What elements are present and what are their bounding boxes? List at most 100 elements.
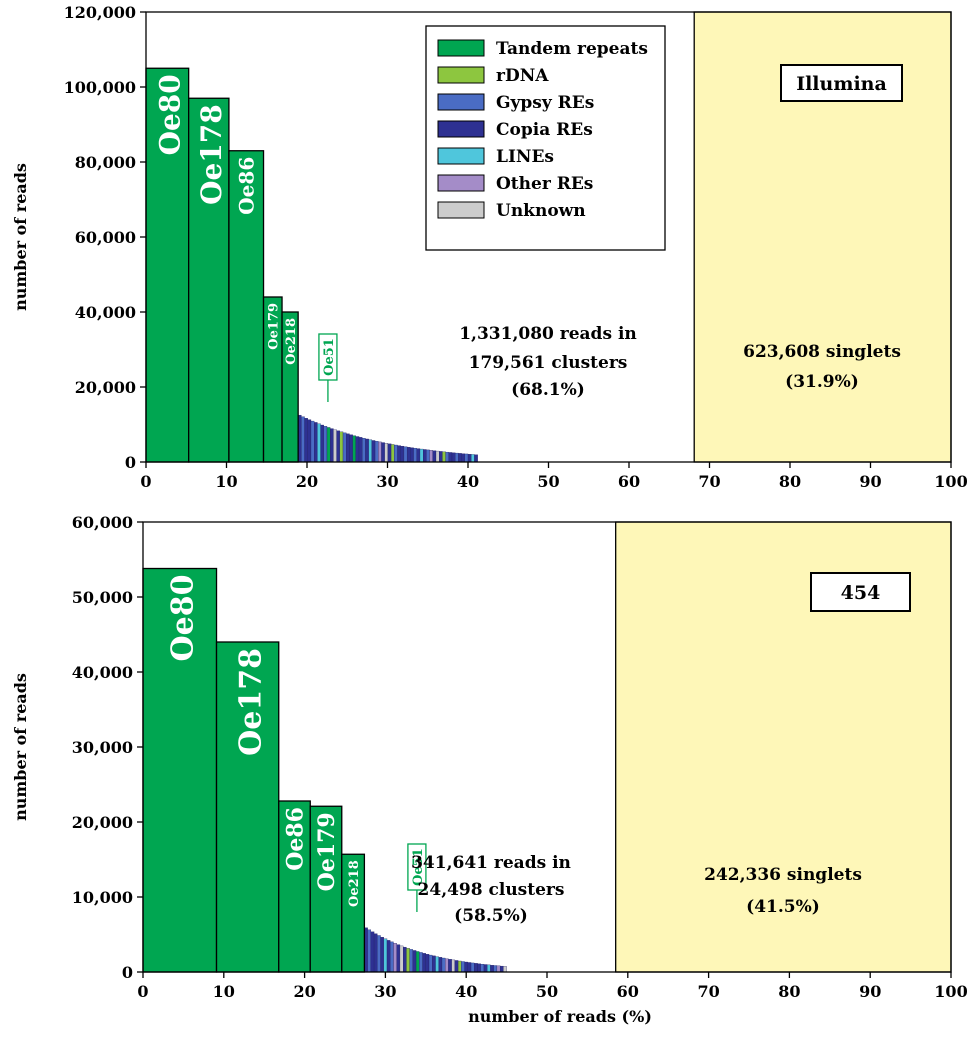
cluster-bar bbox=[425, 954, 430, 973]
bar-label: Oe80 bbox=[153, 74, 186, 155]
cluster-bar bbox=[477, 963, 481, 973]
singlets-annotation: 623,608 singlets bbox=[743, 342, 901, 362]
cluster-bar-oe178 bbox=[215, 641, 280, 973]
cluster-bar bbox=[387, 443, 392, 463]
cluster-bar bbox=[400, 445, 405, 463]
cluster-bar bbox=[474, 454, 478, 463]
platform-badge-label: Illumina bbox=[796, 73, 887, 95]
cluster-bar bbox=[349, 434, 353, 463]
legend-label: Copia REs bbox=[496, 120, 593, 140]
x-tick-label: 80 bbox=[779, 472, 801, 491]
y-tick-label: 50,000 bbox=[72, 588, 133, 607]
cluster-bar bbox=[314, 422, 318, 463]
cluster-bar bbox=[470, 962, 475, 973]
cluster-bar bbox=[409, 949, 414, 973]
cluster-bar bbox=[410, 447, 414, 463]
cluster-bar bbox=[374, 441, 379, 463]
cluster-bar bbox=[435, 450, 440, 463]
clusters-annotation: 1,331,080 reads in bbox=[459, 324, 637, 344]
cluster-bar bbox=[384, 443, 389, 463]
x-tick-label: 50 bbox=[537, 472, 559, 491]
x-tick-label: 60 bbox=[617, 982, 639, 1001]
bar-label: Oe178 bbox=[195, 104, 228, 205]
y-tick-label: 30,000 bbox=[72, 738, 133, 757]
legend-swatch bbox=[437, 147, 485, 165]
cluster-bar bbox=[323, 426, 328, 463]
cluster-bar bbox=[438, 957, 443, 973]
x-tick-label: 0 bbox=[140, 472, 151, 491]
platform-badge bbox=[780, 64, 903, 102]
x-axis-title: number of reads (%) bbox=[468, 1007, 652, 1026]
cluster-bar bbox=[422, 953, 426, 973]
cluster-bar bbox=[365, 438, 369, 463]
cluster-bar bbox=[487, 964, 491, 973]
x-tick-label: 100 bbox=[934, 472, 967, 491]
cluster-bar bbox=[419, 448, 424, 463]
platform-badge-label: 454 bbox=[841, 582, 881, 604]
cluster-bar-oe179 bbox=[309, 805, 343, 973]
cluster-bar bbox=[442, 451, 446, 463]
y-axis-title: number of reads bbox=[11, 163, 30, 311]
cluster-bar bbox=[467, 454, 472, 463]
cluster-bar bbox=[471, 454, 475, 463]
cluster-bar bbox=[439, 451, 443, 463]
cluster-bar bbox=[326, 427, 331, 463]
cluster-bar bbox=[464, 453, 469, 463]
cluster-bar bbox=[346, 433, 350, 463]
cluster-bar bbox=[383, 938, 388, 973]
x-tick-label: 10 bbox=[213, 982, 235, 1001]
y-axis-title: number of reads bbox=[11, 673, 30, 821]
platform-badge bbox=[810, 572, 911, 612]
cluster-bar bbox=[412, 950, 417, 973]
legend-swatch bbox=[437, 201, 485, 219]
cluster-bar bbox=[386, 940, 391, 973]
cluster-bar bbox=[310, 420, 315, 463]
y-tick-label: 120,000 bbox=[64, 3, 136, 22]
x-tick-label: 30 bbox=[374, 982, 396, 1001]
cluster-bar bbox=[426, 449, 430, 463]
clusters-annotation: (58.5%) bbox=[454, 906, 528, 926]
cluster-bar bbox=[432, 955, 436, 973]
cluster-bar bbox=[330, 428, 334, 463]
cluster-bar bbox=[368, 439, 373, 463]
cluster-bar bbox=[336, 430, 340, 463]
cluster-bar bbox=[352, 435, 356, 463]
cluster-bar bbox=[428, 954, 433, 973]
cluster-bar bbox=[367, 929, 372, 973]
cluster-bar bbox=[419, 952, 423, 973]
cluster-bar bbox=[474, 963, 478, 973]
legend-swatch bbox=[437, 120, 485, 138]
x-tick-label: 70 bbox=[697, 982, 719, 1001]
x-tick-label: 90 bbox=[859, 472, 881, 491]
clusters-annotation: 24,498 clusters bbox=[418, 880, 565, 900]
legend-label: rDNA bbox=[496, 66, 549, 86]
cluster-bar bbox=[499, 965, 504, 973]
cluster-bar bbox=[493, 965, 498, 973]
chart-illumina: Oe80 Oe178 Oe86 Oe179 Oe218 Oe51 0 10 20 30 40 50 60… bbox=[11, 3, 968, 491]
legend-swatch bbox=[437, 39, 485, 57]
cluster-bar bbox=[435, 956, 439, 973]
x-tick-label: 90 bbox=[859, 982, 881, 1001]
y-tick-label: 0 bbox=[125, 453, 136, 472]
legend-swatch bbox=[437, 66, 485, 84]
cluster-bar bbox=[445, 451, 449, 463]
cluster-bar bbox=[304, 418, 308, 463]
legend-label: Tandem repeats bbox=[496, 39, 648, 59]
cluster-bar bbox=[371, 440, 376, 463]
cluster-bar bbox=[381, 442, 385, 463]
cluster-bar bbox=[441, 957, 446, 973]
cluster-bar bbox=[467, 962, 472, 973]
x-tick-label: 30 bbox=[376, 472, 398, 491]
cluster-bar bbox=[461, 453, 465, 463]
cluster-bar bbox=[451, 452, 456, 463]
cluster-bar bbox=[397, 445, 401, 463]
cluster-bar bbox=[307, 419, 312, 463]
y-tick-label: 80,000 bbox=[75, 153, 136, 172]
x-tick-label: 20 bbox=[296, 472, 318, 491]
clusters-annotation: (68.1%) bbox=[511, 380, 585, 400]
cluster-bar bbox=[358, 437, 363, 463]
cluster-bar bbox=[396, 944, 401, 973]
cluster-bar bbox=[454, 960, 459, 973]
cluster-bar bbox=[342, 432, 347, 463]
legend-swatch bbox=[437, 93, 485, 111]
